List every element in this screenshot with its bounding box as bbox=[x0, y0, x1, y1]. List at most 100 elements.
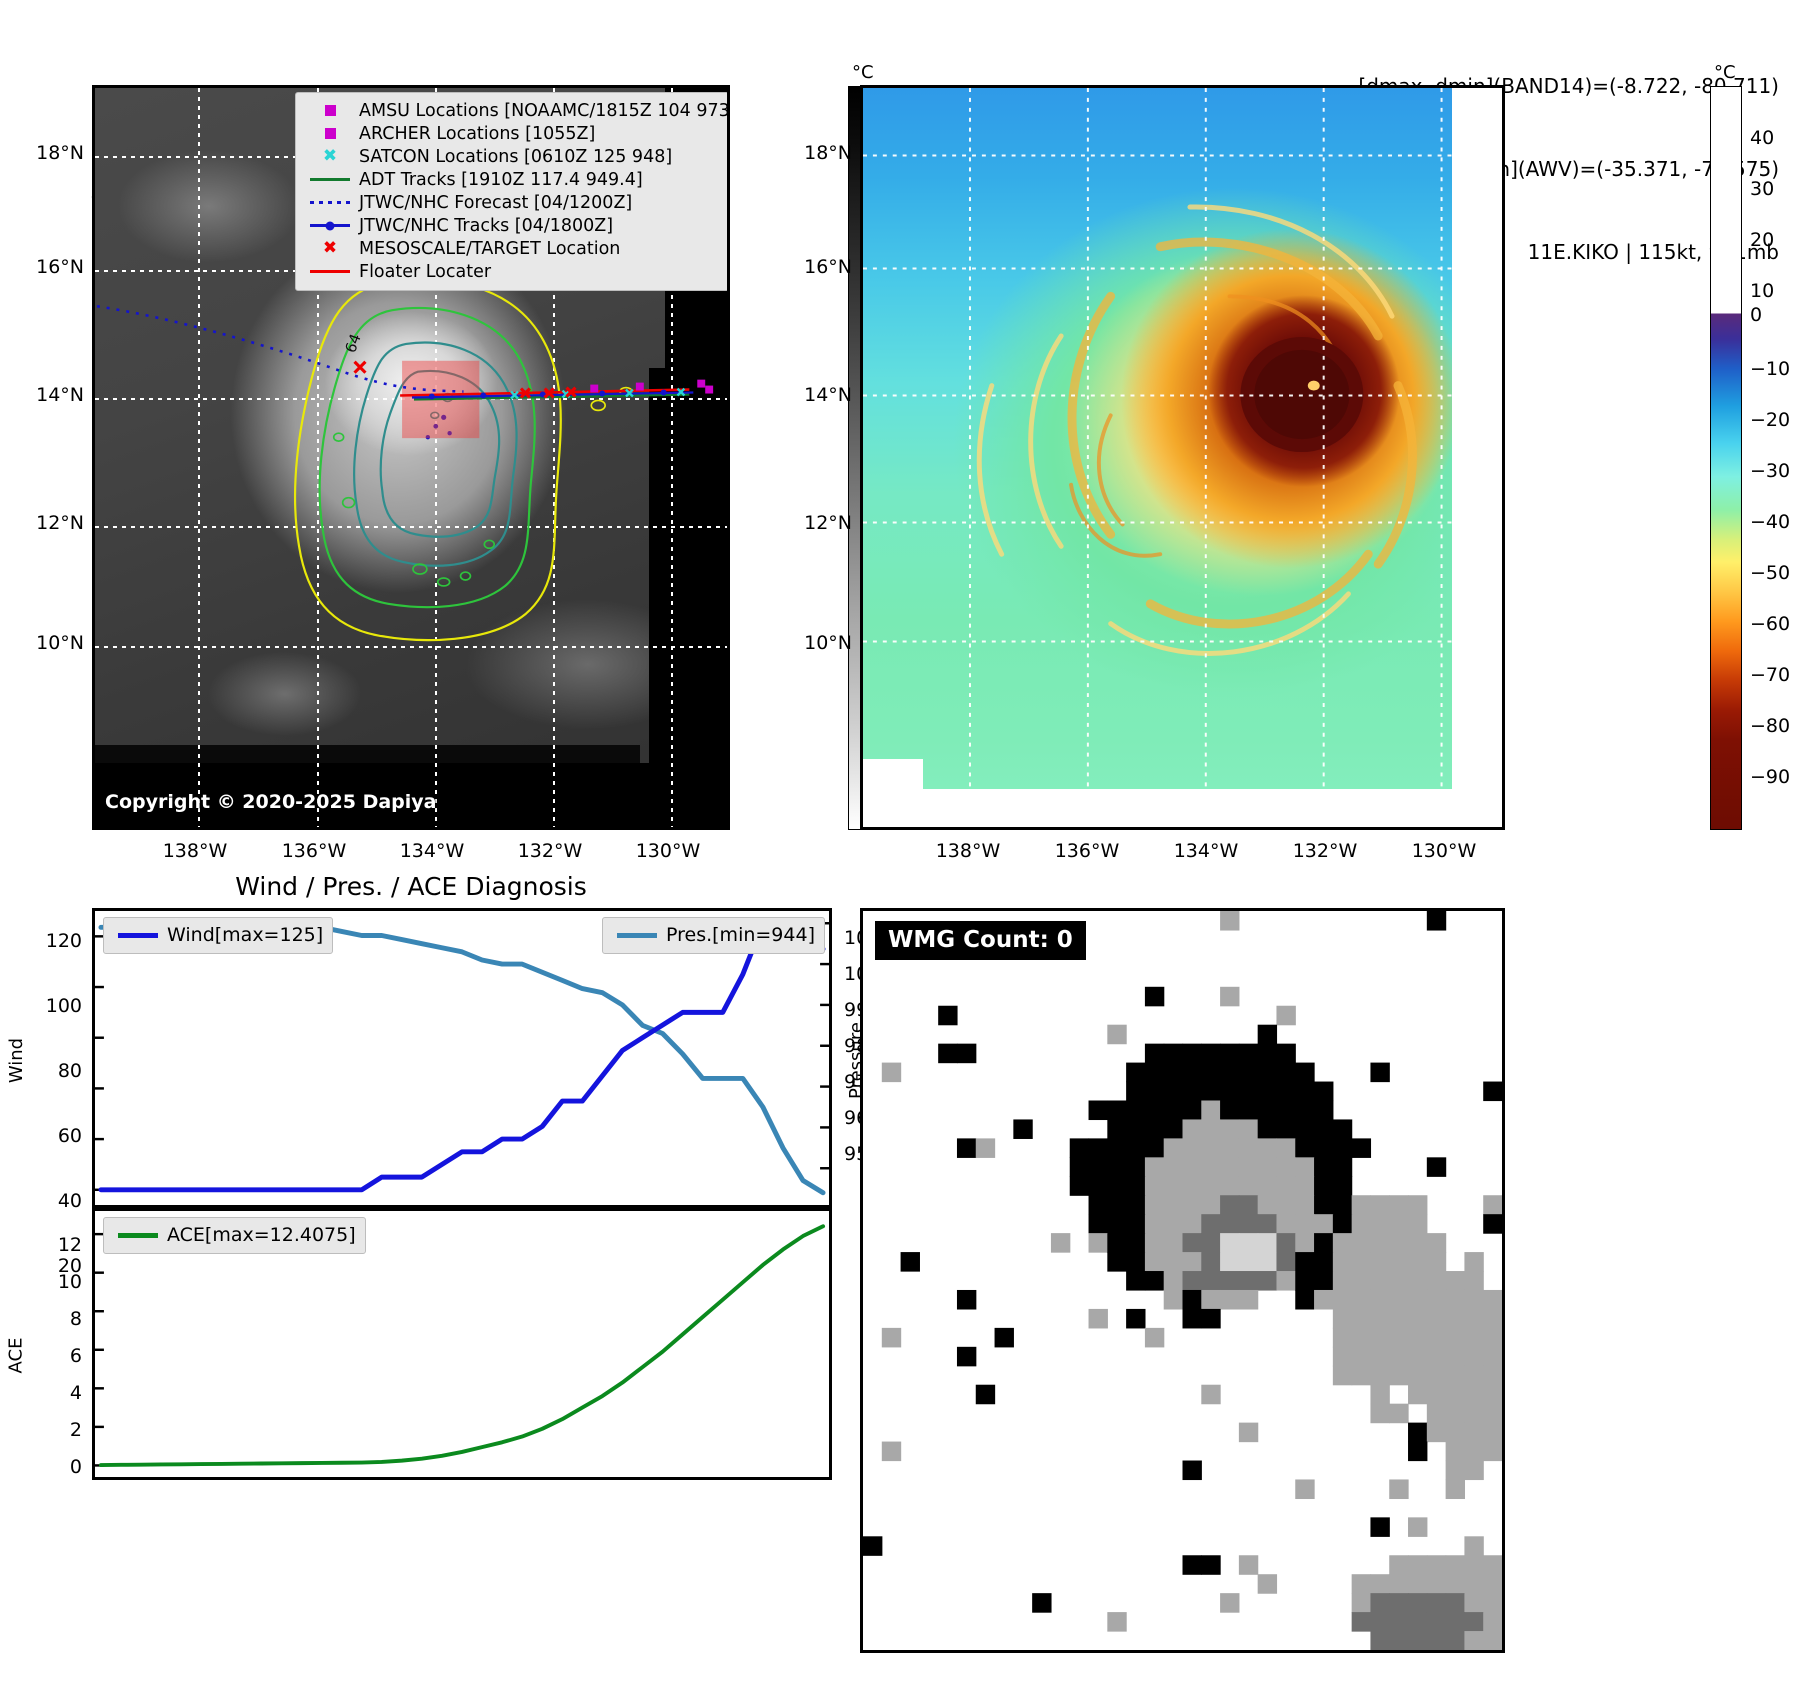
ir-satellite-panel[interactable]: -31 64 AMSU Locations [NOAAMC/1815Z 104 … bbox=[92, 85, 730, 830]
awv-blank-bottom-left-notch bbox=[863, 759, 923, 789]
ace-ytick: 10 bbox=[57, 1271, 82, 1293]
ace-plot-area bbox=[95, 1224, 826, 1468]
ir-lon-tick: 130°W bbox=[635, 840, 701, 862]
ace-ytick: 4 bbox=[69, 1382, 82, 1404]
legend-label: Floater Locater bbox=[359, 261, 492, 282]
awv-lon-tick: 134°W bbox=[1173, 840, 1239, 862]
awv-colorbar-unit: °C bbox=[1714, 62, 1736, 83]
legend-item[interactable]: ADT Tracks [1910Z 117.4 949.4] bbox=[305, 168, 719, 191]
cbar-tick: −70 bbox=[1750, 664, 1791, 686]
cbar-tick: −50 bbox=[1750, 562, 1791, 584]
wind-line-icon bbox=[113, 932, 163, 938]
ace-legend[interactable]: ACE[max=12.4075] bbox=[103, 1217, 366, 1254]
adt-line-icon bbox=[305, 178, 355, 181]
graticule-lon-134 bbox=[435, 88, 437, 827]
awv-lon-tick: 136°W bbox=[1054, 840, 1120, 862]
awv-lat-tick: 16°N bbox=[804, 256, 852, 278]
ace-ytick: 8 bbox=[69, 1308, 82, 1330]
legend-item[interactable]: Pres.[min=944] bbox=[612, 924, 815, 946]
wmg-classification-panel[interactable]: WMG Count: 0 bbox=[860, 908, 1505, 1653]
ir-lat-tick: 18°N bbox=[36, 142, 84, 164]
legend-item[interactable]: AMSU Locations [NOAAMC/1815Z 104 973] bbox=[305, 99, 727, 122]
ir-lon-tick: 132°W bbox=[517, 840, 583, 862]
legend-item[interactable]: ✖ SATCON Locations [0610Z 125 948] bbox=[305, 145, 719, 168]
awv-lon-tick: 138°W bbox=[935, 840, 1001, 862]
legend-label: AMSU Locations [NOAAMC/1815Z 104 973] bbox=[359, 100, 730, 121]
ir-data-edge-bottom-upper bbox=[95, 745, 640, 763]
cbar-tick: −40 bbox=[1750, 511, 1791, 533]
legend-label: JTWC/NHC Forecast [04/1200Z] bbox=[359, 192, 633, 213]
awv-lat-tick: 10°N bbox=[804, 632, 852, 654]
legend-item[interactable]: Wind[max=125] bbox=[113, 924, 323, 946]
awv-lon-tick: 130°W bbox=[1411, 840, 1477, 862]
ir-legend[interactable]: AMSU Locations [NOAAMC/1815Z 104 973] AR… bbox=[295, 92, 727, 291]
graticule-lat-14 bbox=[95, 398, 727, 400]
legend-label: Pres.[min=944] bbox=[666, 924, 815, 946]
target-cross-icon: ✖ bbox=[322, 238, 338, 258]
legend-label: SATCON Locations [0610Z 125 948] bbox=[359, 146, 673, 167]
ir-lon-tick: 138°W bbox=[162, 840, 228, 862]
awv-band-texture bbox=[863, 88, 1502, 827]
ir-data-edge-right-lower bbox=[649, 368, 665, 827]
wind-legend[interactable]: Wind[max=125] bbox=[103, 917, 334, 954]
cbar-tick: 20 bbox=[1750, 229, 1775, 251]
legend-label: ARCHER Locations [1055Z] bbox=[359, 123, 596, 144]
pressure-legend[interactable]: Pres.[min=944] bbox=[602, 917, 825, 954]
legend-item[interactable]: ACE[max=12.4075] bbox=[113, 1224, 356, 1246]
graticule-lon-130 bbox=[671, 88, 673, 827]
ir-lon-tick: 134°W bbox=[399, 840, 465, 862]
ir-lat-tick: 10°N bbox=[36, 632, 84, 654]
legend-label: ACE[max=12.4075] bbox=[167, 1224, 356, 1246]
ace-ytick: 12 bbox=[57, 1234, 82, 1256]
floater-line-icon bbox=[305, 270, 355, 273]
ace-chart[interactable]: ACE[max=12.4075] bbox=[92, 1208, 832, 1480]
graticule-lon-136 bbox=[317, 88, 319, 827]
cbar-tick: −20 bbox=[1750, 409, 1791, 431]
wmg-grid bbox=[863, 911, 1502, 1650]
legend-item[interactable]: ARCHER Locations [1055Z] bbox=[305, 122, 719, 145]
awv-blank-bottom-margin bbox=[863, 789, 1502, 827]
wind-pressure-chart[interactable]: Wind[max=125] Pres.[min=944] bbox=[92, 908, 832, 1208]
ir-colorbar-unit: °C bbox=[852, 62, 874, 83]
legend-item[interactable]: JTWC/NHC Forecast [04/1200Z] bbox=[305, 191, 719, 214]
wind-ytick: 20 bbox=[57, 1255, 82, 1277]
ace-line-icon bbox=[113, 1232, 163, 1238]
wind-ytick: 100 bbox=[45, 995, 82, 1017]
ir-lat-tick: 12°N bbox=[36, 512, 84, 534]
awv-lat-tick: 14°N bbox=[804, 384, 852, 406]
awv-colorbar bbox=[1710, 86, 1742, 830]
ace-ytick: 2 bbox=[69, 1419, 82, 1441]
satcon-cross-icon: ✖ bbox=[322, 146, 338, 166]
svg-text:64: 64 bbox=[341, 331, 364, 355]
track-line-marker-icon bbox=[305, 221, 355, 230]
ir-lat-tick: 14°N bbox=[36, 384, 84, 406]
wmg-count-badge: WMG Count: 0 bbox=[875, 921, 1086, 960]
awv-lat-tick: 12°N bbox=[804, 512, 852, 534]
archer-square-icon bbox=[305, 128, 355, 139]
legend-item[interactable]: JTWC/NHC Tracks [04/1800Z] bbox=[305, 214, 719, 237]
graticule-lat-10 bbox=[95, 646, 727, 648]
cbar-tick: 40 bbox=[1750, 127, 1775, 149]
ir-lon-tick: 136°W bbox=[281, 840, 347, 862]
cbar-tick: −10 bbox=[1750, 358, 1791, 380]
copyright-notice: Copyright © 2020-2025 Dapiya bbox=[105, 791, 437, 813]
legend-item[interactable]: Floater Locater bbox=[305, 260, 719, 283]
forecast-dotted-line-icon bbox=[305, 201, 355, 204]
ace-ytick: 0 bbox=[69, 1456, 82, 1478]
legend-item[interactable]: ✖ MESOSCALE/TARGET Location bbox=[305, 237, 719, 260]
awv-lon-tick: 132°W bbox=[1292, 840, 1358, 862]
awv-satellite-panel[interactable] bbox=[860, 85, 1505, 830]
awv-blank-right-margin bbox=[1452, 88, 1502, 827]
amsu-square-icon bbox=[305, 105, 355, 116]
legend-label: Wind[max=125] bbox=[167, 924, 324, 946]
cbar-tick: −80 bbox=[1750, 715, 1791, 737]
diagnosis-title: Wind / Pres. / ACE Diagnosis bbox=[235, 872, 587, 901]
ir-data-edge-bottom bbox=[95, 763, 727, 827]
graticule-lon-138 bbox=[198, 88, 200, 827]
graticule-lat-12 bbox=[95, 526, 727, 528]
legend-label: JTWC/NHC Tracks [04/1800Z] bbox=[359, 215, 614, 236]
wind-ytick: 40 bbox=[57, 1190, 82, 1212]
ir-lat-tick: 16°N bbox=[36, 256, 84, 278]
cbar-tick: −90 bbox=[1750, 766, 1791, 788]
